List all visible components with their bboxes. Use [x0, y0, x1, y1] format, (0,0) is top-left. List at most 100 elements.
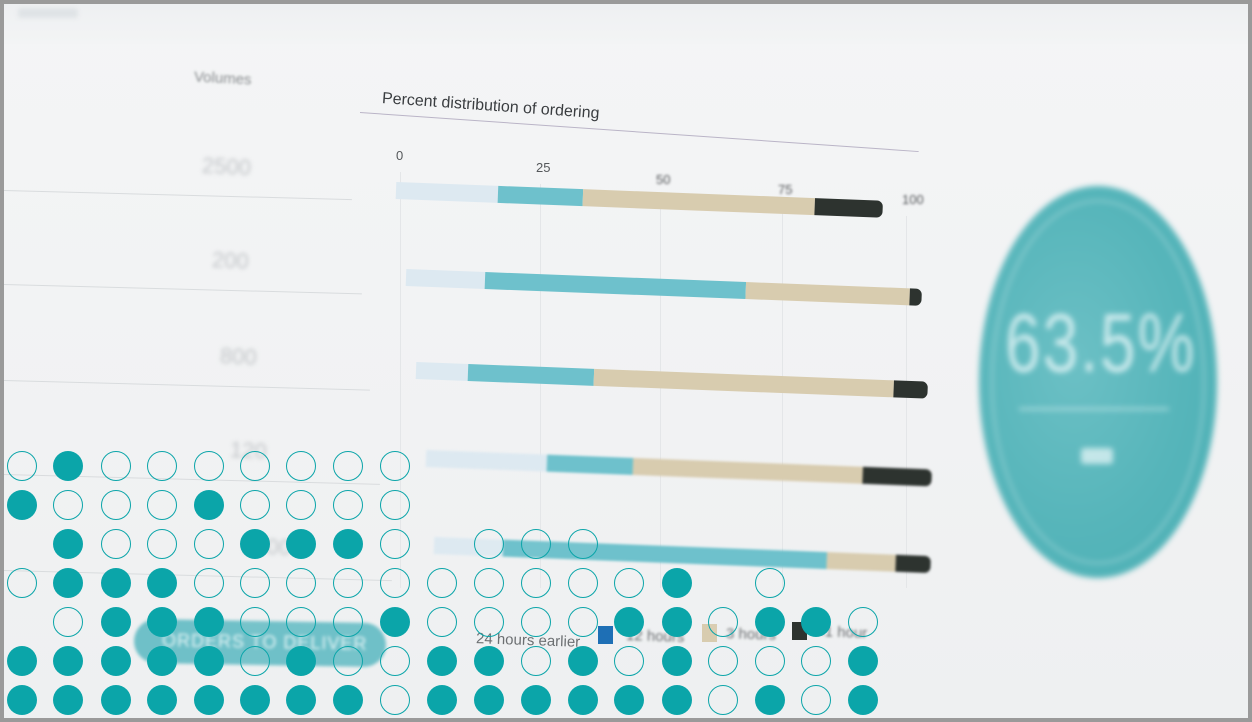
- filled-dot: [662, 646, 692, 676]
- outline-dot: [147, 451, 177, 481]
- filled-dot: [147, 607, 177, 637]
- filled-dot: [194, 607, 224, 637]
- outline-dot: [755, 568, 785, 598]
- screen-top-bar: [4, 4, 1248, 44]
- kpi-value: 63.5%: [1005, 296, 1197, 390]
- filled-dot: [380, 607, 410, 637]
- bar-segment: [497, 185, 584, 207]
- bar-segment: [593, 368, 894, 398]
- distribution-bar: [433, 537, 931, 574]
- grid-line: [782, 206, 783, 588]
- outline-dot: [614, 646, 644, 676]
- filled-dot: [521, 685, 551, 715]
- filled-dot: [662, 607, 692, 637]
- grid-line: [660, 196, 661, 588]
- bar-segment: [546, 454, 634, 475]
- filled-dot: [101, 646, 131, 676]
- outline-dot: [286, 568, 316, 598]
- outline-dot: [614, 568, 644, 598]
- filled-dot: [53, 646, 83, 676]
- filled-dot: [286, 685, 316, 715]
- outline-dot: [427, 607, 457, 637]
- filled-dot: [53, 529, 83, 559]
- outline-dot: [380, 451, 410, 481]
- outline-dot: [380, 568, 410, 598]
- axis-tick-label: 50: [656, 172, 671, 187]
- outline-dot: [380, 490, 410, 520]
- outline-dot: [194, 568, 224, 598]
- volume-value: 2500: [201, 152, 252, 181]
- outline-dot: [380, 646, 410, 676]
- bar-segment: [895, 554, 931, 574]
- outline-dot: [474, 568, 504, 598]
- filled-dot: [662, 568, 692, 598]
- outline-dot: [7, 568, 37, 598]
- filled-dot: [568, 646, 598, 676]
- axis-tick-label: 0: [396, 148, 404, 163]
- filled-dot: [101, 568, 131, 598]
- outline-dot: [101, 490, 131, 520]
- outline-dot: [380, 685, 410, 715]
- filled-dot: [147, 568, 177, 598]
- bar-segment: [415, 362, 469, 381]
- volumes-title: Volumes: [193, 68, 252, 89]
- filled-dot: [755, 685, 785, 715]
- filled-dot: [662, 685, 692, 715]
- grid-line: [906, 216, 907, 588]
- outline-dot: [286, 451, 316, 481]
- bar-segment: [826, 552, 897, 572]
- outline-dot: [755, 646, 785, 676]
- filled-dot: [240, 685, 270, 715]
- outline-dot: [7, 451, 37, 481]
- filled-dot: [53, 568, 83, 598]
- outline-dot: [521, 646, 551, 676]
- outline-dot: [568, 529, 598, 559]
- filled-dot: [568, 685, 598, 715]
- outline-dot: [194, 529, 224, 559]
- outline-dot: [801, 685, 831, 715]
- axis-tick-label: 100: [902, 192, 924, 207]
- outline-dot: [194, 451, 224, 481]
- axis-tick-label: 75: [778, 182, 793, 197]
- bar-segment: [467, 363, 595, 386]
- filled-dot: [801, 607, 831, 637]
- outline-dot: [427, 568, 457, 598]
- outline-dot: [521, 529, 551, 559]
- outline-dot: [240, 451, 270, 481]
- filled-dot: [474, 646, 504, 676]
- outline-dot: [333, 451, 363, 481]
- outline-dot: [333, 568, 363, 598]
- outline-dot: [708, 646, 738, 676]
- bar-segment: [395, 182, 499, 203]
- kpi-badge: [1081, 448, 1113, 464]
- outline-dot: [101, 451, 131, 481]
- outline-dot: [286, 490, 316, 520]
- filled-dot: [7, 490, 37, 520]
- bar-segment: [502, 539, 827, 570]
- filled-dot: [147, 646, 177, 676]
- filled-dot: [848, 685, 878, 715]
- outline-dot: [333, 607, 363, 637]
- filled-dot: [7, 646, 37, 676]
- outline-dot: [147, 490, 177, 520]
- filled-dot: [53, 685, 83, 715]
- filled-dot: [53, 451, 83, 481]
- filled-dot: [101, 607, 131, 637]
- bar-segment: [893, 380, 929, 399]
- filled-dot: [101, 685, 131, 715]
- filled-dot: [333, 529, 363, 559]
- outline-dot: [240, 490, 270, 520]
- volume-divider: [4, 380, 370, 391]
- filled-dot: [614, 607, 644, 637]
- filled-dot: [194, 685, 224, 715]
- distribution-bar: [405, 269, 922, 306]
- outline-dot: [380, 529, 410, 559]
- outline-dot: [240, 607, 270, 637]
- volume-divider: [4, 190, 352, 201]
- outline-dot: [848, 607, 878, 637]
- axis-tick-label: 25: [536, 160, 551, 175]
- grid-line: [400, 172, 401, 588]
- filled-dot: [286, 646, 316, 676]
- volume-value: 800: [219, 343, 258, 370]
- bar-segment: [484, 272, 747, 300]
